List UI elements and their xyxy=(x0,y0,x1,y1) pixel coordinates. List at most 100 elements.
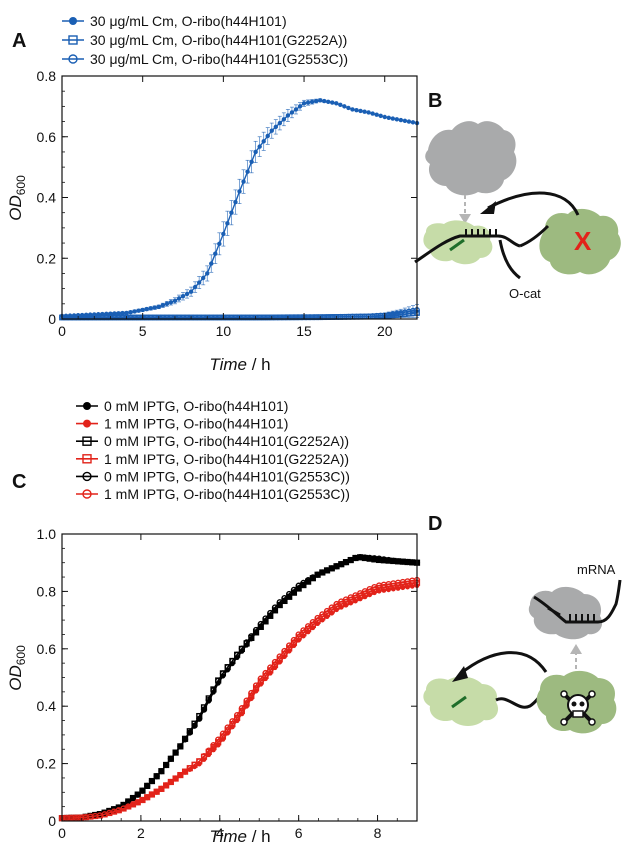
legend-label: 1 mM IPTG, O-ribo(h44H101(G2252A)) xyxy=(104,451,349,467)
data-point xyxy=(267,664,274,671)
y-tick-label: 0.6 xyxy=(37,641,57,657)
data-point xyxy=(153,773,160,780)
curved-arrow-head-d xyxy=(452,666,468,682)
data-point xyxy=(261,139,266,144)
x-tick-label: 6 xyxy=(295,825,303,841)
data-point xyxy=(148,791,156,798)
data-point xyxy=(281,594,288,602)
data-point xyxy=(158,768,165,775)
data-point xyxy=(205,747,212,754)
axes-a: 0 5 10 15 20 0 0.2 0.4 0.6 0.8 xyxy=(37,68,418,339)
legend-marker xyxy=(82,489,92,499)
data-point xyxy=(180,294,186,299)
y-tick-label: 0.6 xyxy=(37,129,57,145)
data-point xyxy=(252,626,260,634)
data-point xyxy=(252,682,260,689)
red-x-mark: X xyxy=(574,226,592,256)
data-point xyxy=(398,117,404,123)
legend-label: 30 μg/mL Cm, O-ribo(h44H101) xyxy=(90,13,287,29)
skull-crossbones-icon xyxy=(560,690,596,726)
data-point xyxy=(139,796,146,804)
data-point xyxy=(129,794,137,802)
data-point xyxy=(116,311,121,316)
legend-marker xyxy=(68,35,78,45)
data-point xyxy=(196,280,202,285)
data-point xyxy=(342,559,350,566)
data-point xyxy=(295,631,302,638)
data-point xyxy=(289,110,295,115)
data-point xyxy=(301,101,307,106)
series-1 xyxy=(59,583,420,821)
data-point xyxy=(394,117,400,122)
x-axis-title-a: Time / h xyxy=(209,355,270,374)
y-tick-label: 0.4 xyxy=(37,190,57,206)
data-point xyxy=(148,777,156,785)
data-point xyxy=(361,588,369,595)
data-point xyxy=(276,653,283,660)
data-point xyxy=(163,782,170,789)
x-tick-label: 2 xyxy=(137,825,145,841)
data-point xyxy=(334,101,339,106)
data-point xyxy=(347,556,354,564)
data-point xyxy=(362,109,367,114)
data-point xyxy=(210,742,217,749)
data-point xyxy=(293,107,299,112)
y-tick-label: 0.8 xyxy=(37,68,57,84)
data-point xyxy=(249,159,254,165)
data-point xyxy=(338,598,345,605)
gray-ribosome-d xyxy=(528,586,603,640)
data-point xyxy=(186,729,193,736)
data-point xyxy=(196,758,203,765)
y-tick-label: 0 xyxy=(48,813,56,829)
data-point xyxy=(286,642,293,649)
data-point xyxy=(333,600,340,608)
data-point xyxy=(265,133,270,139)
data-point xyxy=(134,799,141,806)
data-point xyxy=(271,604,279,611)
data-point xyxy=(160,303,166,308)
data-point xyxy=(366,586,373,593)
data-point xyxy=(234,651,241,658)
x-tick-label: 0 xyxy=(58,825,66,841)
data-point xyxy=(229,210,234,215)
legend-label: 1 mM IPTG, O-ribo(h44H101) xyxy=(104,416,288,432)
data-point xyxy=(168,300,174,305)
y-axis-title-a: OD600 xyxy=(6,175,28,221)
plot-area-c xyxy=(58,554,421,822)
curved-arrow-head-b xyxy=(480,201,496,214)
legend-a: 30 μg/mL Cm, O-ribo(h44H101) 30 μg/mL Cm,… xyxy=(62,13,348,67)
data-point xyxy=(269,128,274,133)
data-point xyxy=(200,706,208,713)
data-point xyxy=(217,241,222,247)
data-point xyxy=(164,301,170,307)
o-cat-label: O-cat xyxy=(509,286,541,301)
data-point xyxy=(406,119,412,124)
data-point xyxy=(257,620,264,628)
x-tick-label: 5 xyxy=(139,323,147,339)
data-point xyxy=(196,715,203,722)
series-line xyxy=(61,582,418,819)
dark-green-ribosome-shape xyxy=(539,208,621,275)
data-point xyxy=(295,582,302,589)
data-point xyxy=(139,787,146,794)
legend-marker xyxy=(82,454,92,464)
data-point xyxy=(172,749,179,756)
legend-marker xyxy=(83,419,91,428)
data-point xyxy=(140,307,145,313)
data-point xyxy=(382,114,387,120)
y-tick-label: 1.0 xyxy=(37,526,57,542)
data-point xyxy=(354,107,359,113)
data-point xyxy=(225,221,230,226)
data-point xyxy=(144,794,151,801)
series-line xyxy=(61,579,418,819)
data-point xyxy=(273,124,279,130)
data-point xyxy=(237,189,242,194)
legend-label: 1 mM IPTG, O-ribo(h44H101(G2553C)) xyxy=(104,486,350,502)
data-point xyxy=(248,633,255,640)
data-point xyxy=(281,117,287,122)
data-point xyxy=(184,291,190,297)
data-point xyxy=(342,104,347,109)
legend-label: 0 mM IPTG, O-ribo(h44H101(G2553C)) xyxy=(104,468,350,484)
data-point xyxy=(210,687,217,694)
data-point xyxy=(285,113,291,118)
